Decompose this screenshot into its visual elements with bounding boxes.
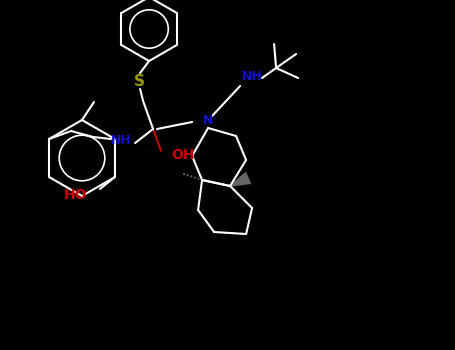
Text: N: N	[203, 113, 213, 126]
Polygon shape	[230, 173, 251, 186]
Text: NH: NH	[242, 70, 263, 83]
Text: HO: HO	[63, 188, 87, 202]
Polygon shape	[153, 129, 162, 151]
Text: S: S	[134, 74, 145, 89]
Text: OH: OH	[171, 148, 195, 162]
Text: NH: NH	[111, 134, 131, 147]
